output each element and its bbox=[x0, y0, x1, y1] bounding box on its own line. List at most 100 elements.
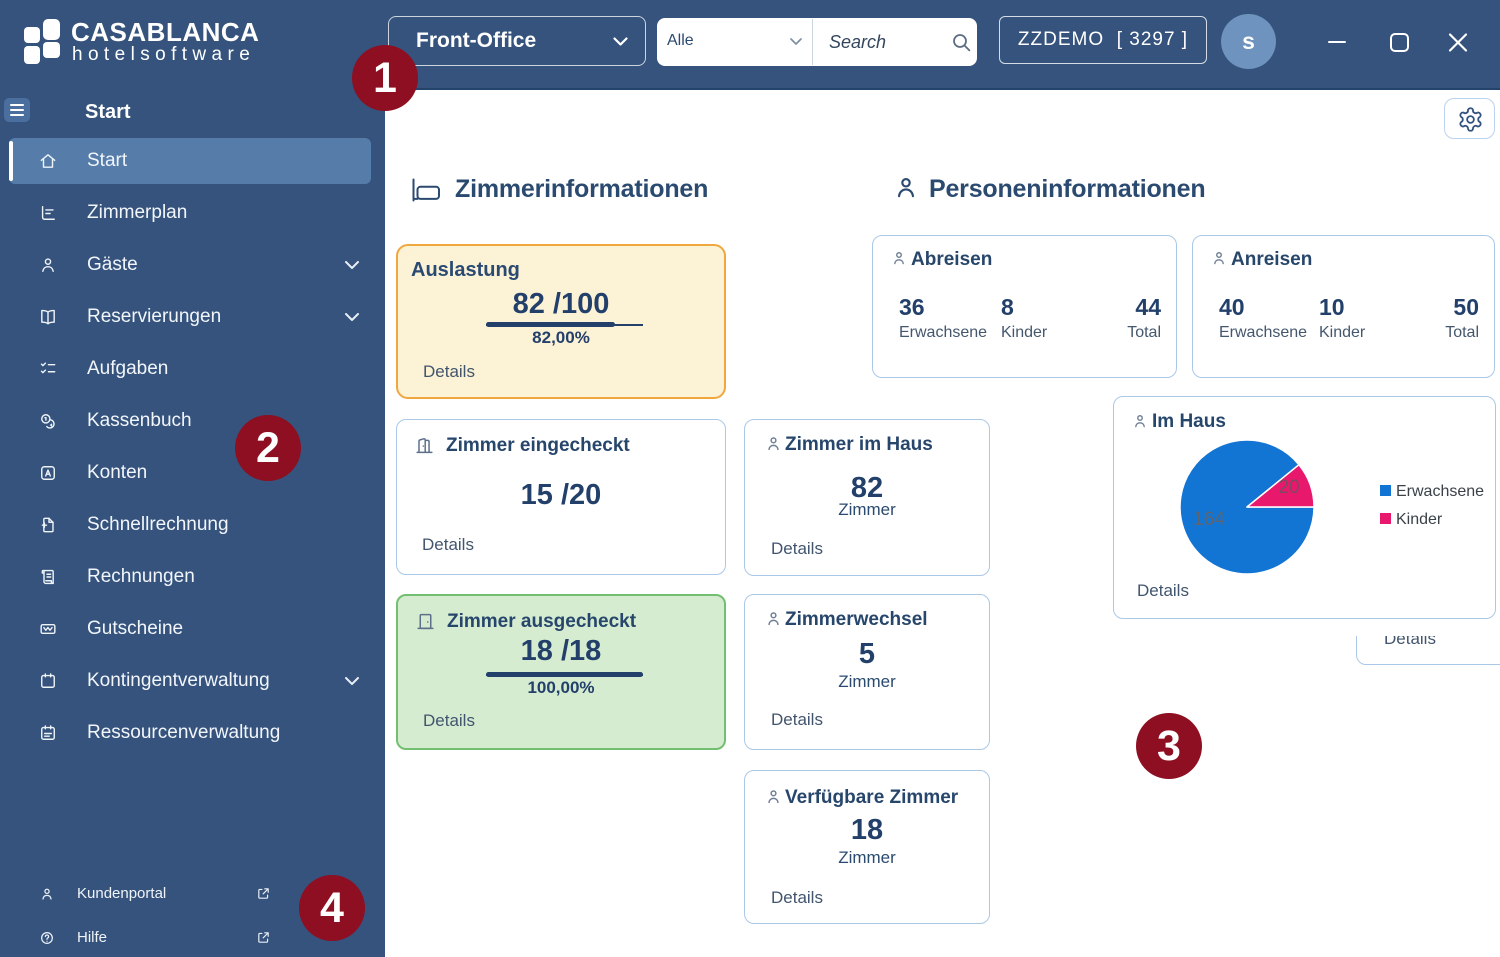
sidebar-item-rechnungen[interactable]: Rechnungen bbox=[9, 554, 371, 600]
partial-card-clipped: Details bbox=[1356, 636, 1500, 665]
sidebar: Start Start Zimmerplan Gäste bbox=[0, 90, 385, 957]
sidebar-item-kundenportal[interactable]: Kundenportal bbox=[0, 879, 385, 909]
sidebar-item-label: Aufgaben bbox=[87, 358, 169, 379]
external-link-icon bbox=[256, 930, 271, 945]
sidebar-item-hilfe[interactable]: Hilfe bbox=[0, 923, 385, 953]
stat-kinder: 8 Kinder bbox=[1001, 294, 1047, 342]
sidebar-item-label: Hilfe bbox=[77, 929, 108, 946]
stat-label: Erwachsene bbox=[899, 324, 988, 341]
voucher-icon bbox=[38, 619, 58, 639]
card-title: Zimmerwechsel bbox=[785, 609, 928, 630]
pie-chart bbox=[1179, 439, 1315, 575]
person-icon bbox=[38, 255, 58, 275]
card-title: Verfügbare Zimmer bbox=[785, 787, 959, 808]
sidebar-item-schnellrechnung[interactable]: Schnellrechnung bbox=[9, 502, 371, 548]
card-title: Im Haus bbox=[1152, 411, 1226, 432]
stat-value: 50 bbox=[1453, 294, 1479, 320]
details-link[interactable]: Details bbox=[1137, 581, 1189, 600]
brand-subtitle: hotelsoftware bbox=[72, 44, 256, 65]
coins-icon bbox=[38, 411, 58, 431]
stat-label: Kinder bbox=[1319, 324, 1366, 341]
maximize-button[interactable] bbox=[1386, 30, 1412, 56]
pie-label-kinder: 20 bbox=[1278, 477, 1300, 498]
search-icon[interactable] bbox=[952, 33, 971, 52]
details-link[interactable]: Details bbox=[422, 535, 474, 554]
rooms-in-house-value: 82 bbox=[850, 472, 884, 504]
person-icon bbox=[893, 174, 919, 201]
annotation-badge-2: 2 bbox=[235, 415, 301, 481]
sidebar-item-label: Konten bbox=[87, 462, 148, 483]
sidebar-item-kontingentverwaltung[interactable]: Kontingentverwaltung bbox=[9, 658, 371, 704]
rooms-in-house-unit: Zimmer bbox=[838, 500, 896, 519]
person-icon bbox=[764, 787, 783, 806]
available-value: 18 bbox=[850, 814, 884, 846]
menu-toggle-button[interactable] bbox=[4, 98, 30, 122]
brand-logo: CASABLANCA hotelsoftware bbox=[0, 0, 280, 90]
details-link[interactable]: Details bbox=[423, 362, 475, 381]
sidebar-item-label: Rechnungen bbox=[87, 566, 195, 587]
sidebar-item-label: Zimmerplan bbox=[87, 202, 188, 223]
card-title: Auslastung bbox=[411, 259, 520, 281]
logo-icon bbox=[24, 19, 62, 65]
card-title: Abreisen bbox=[911, 249, 993, 270]
pie-label-erwachsene: 164 bbox=[1193, 509, 1225, 530]
minimize-button[interactable] bbox=[1324, 30, 1350, 56]
search-input[interactable] bbox=[829, 25, 944, 59]
person-icon bbox=[764, 609, 783, 628]
details-link[interactable]: Details bbox=[771, 539, 823, 558]
sidebar-item-label: Start bbox=[87, 150, 128, 171]
sidebar-item-gaeste[interactable]: Gäste bbox=[9, 242, 371, 288]
sidebar-item-kassenbuch[interactable]: Kassenbuch bbox=[9, 398, 371, 444]
room-change-value: 5 bbox=[858, 638, 876, 670]
checked-out-value: 18 /18 bbox=[520, 635, 602, 667]
chevron-down-icon bbox=[790, 38, 802, 45]
sidebar-item-zimmerplan[interactable]: Zimmerplan bbox=[9, 190, 371, 236]
occupancy-value: 82 /100 bbox=[512, 288, 610, 320]
help-icon bbox=[39, 930, 55, 946]
person-icon bbox=[890, 249, 908, 267]
file-plus-icon bbox=[38, 515, 58, 535]
avatar[interactable]: s bbox=[1221, 14, 1276, 69]
details-link[interactable]: Details bbox=[771, 710, 823, 729]
sidebar-item-reservierungen[interactable]: Reservierungen bbox=[9, 294, 371, 340]
details-link[interactable]: Details bbox=[771, 888, 823, 907]
hotel-code-button[interactable]: ZZDEMO [ 3297 ] bbox=[999, 16, 1207, 64]
card-zimmer-im-haus: Zimmer im Haus 82 Zimmer Details bbox=[744, 419, 990, 576]
sidebar-heading: Start bbox=[85, 101, 131, 123]
available-unit: Zimmer bbox=[838, 848, 896, 867]
sidebar-item-label: Kundenportal bbox=[77, 885, 167, 902]
sidebar-item-label: Gäste bbox=[87, 254, 138, 275]
stat-value: 44 bbox=[1135, 294, 1161, 320]
global-search: Alle bbox=[657, 18, 977, 66]
details-link[interactable]: Details bbox=[423, 711, 475, 730]
door-open-icon bbox=[414, 435, 435, 456]
sidebar-item-start[interactable]: Start bbox=[9, 138, 371, 184]
search-filter-select[interactable]: Alle bbox=[657, 18, 812, 66]
sidebar-item-gutscheine[interactable]: Gutscheine bbox=[9, 606, 371, 652]
legend-swatch-erwachsene bbox=[1380, 485, 1391, 496]
person-icon bbox=[39, 886, 55, 902]
book-icon bbox=[38, 307, 58, 327]
occupancy-percent: 82,00% bbox=[532, 328, 590, 347]
room-change-unit: Zimmer bbox=[838, 672, 896, 691]
room-plan-icon bbox=[38, 203, 58, 223]
sidebar-item-konten[interactable]: Konten bbox=[9, 450, 371, 496]
details-link[interactable]: Details bbox=[1384, 636, 1436, 648]
card-im-haus: Im Haus 164 20 Erwachsene Kinder Details bbox=[1113, 396, 1496, 619]
app-header: CASABLANCA hotelsoftware Front-Office Al… bbox=[0, 0, 1500, 90]
card-zimmer-eingecheckt: Zimmer eingecheckt 15 /20 Details bbox=[396, 419, 726, 575]
stat-total: 44 Total bbox=[1127, 294, 1161, 342]
sidebar-item-ressourcenverwaltung[interactable]: Ressourcenverwaltung bbox=[9, 710, 371, 756]
bed-icon bbox=[411, 178, 442, 202]
settings-button[interactable] bbox=[1444, 98, 1495, 139]
stat-label: Kinder bbox=[1001, 324, 1048, 341]
main-content: Zimmerinformationen Auslastung 82 /100 8… bbox=[385, 88, 1500, 957]
stat-value: 40 bbox=[1219, 294, 1245, 320]
close-button[interactable] bbox=[1445, 30, 1471, 56]
sidebar-item-aufgaben[interactable]: Aufgaben bbox=[9, 346, 371, 392]
card-title: Zimmer ausgecheckt bbox=[447, 611, 637, 632]
sidebar-item-label: Reservierungen bbox=[87, 306, 222, 327]
module-select[interactable]: Front-Office bbox=[388, 16, 646, 66]
section-title-rooms: Zimmerinformationen bbox=[455, 175, 709, 203]
account-icon bbox=[38, 463, 58, 483]
